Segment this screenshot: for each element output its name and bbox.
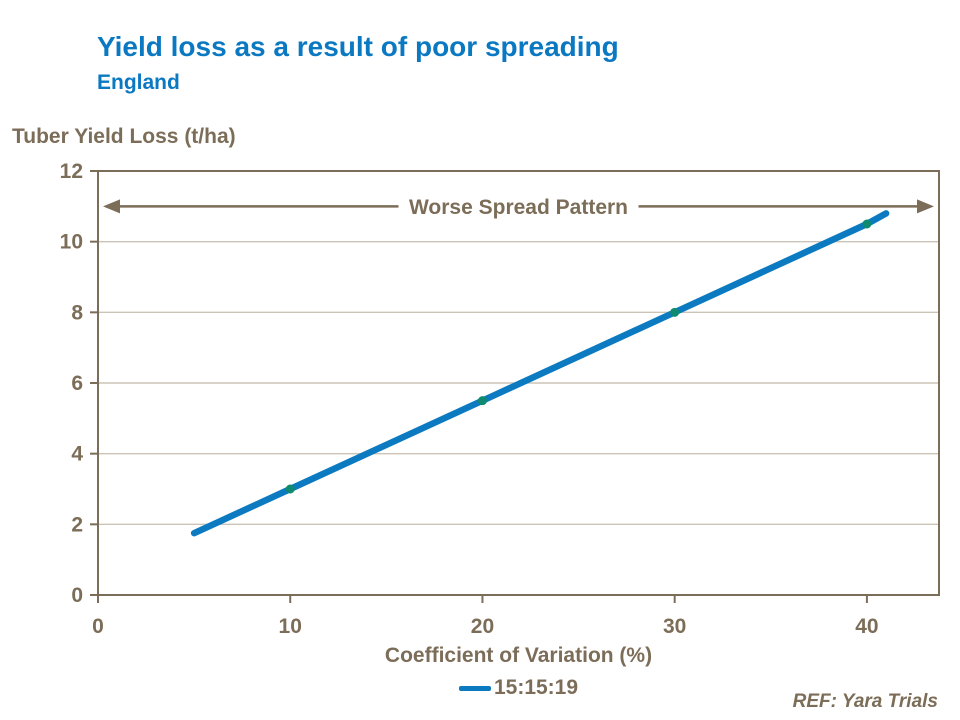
x-tick-label: 40 [855,615,878,638]
x-axis-title: Coefficient of Variation (%) [384,644,653,667]
y-tick-label: 4 [71,443,83,466]
series-line [190,210,890,537]
legend-series-label: 15:15:19 [493,676,579,699]
x-tick-label: 20 [471,615,494,638]
y-tick-label: 2 [71,513,83,536]
data-point-marker [285,484,295,494]
y-tick-label: 8 [71,301,83,324]
chart-title: Yield loss as a result of poor spreading [97,31,619,62]
y-tick-label: 12 [60,160,83,183]
legend: 15:15:19 [98,676,939,700]
y-tick-label: 6 [71,372,83,395]
y-axis-title: Tuber Yield Loss (t/ha) [12,125,236,148]
x-tick-label: 30 [663,615,686,638]
annotation-arrowhead-right [917,199,934,214]
y-tick-label: 0 [71,584,83,607]
data-point-marker [670,307,680,317]
annotation-label: Worse Spread Pattern [409,196,628,219]
annotation-text-bg [398,193,639,220]
reference-note: REF: Yara Trials [792,691,938,712]
legend-line-swatch [458,685,491,691]
x-tick-label: 10 [279,615,302,638]
data-point-marker [477,396,487,406]
data-point-marker [862,219,872,229]
x-tick-label: 0 [92,615,104,638]
chart-subtitle: England [97,71,180,94]
y-tick-label: 10 [60,231,83,254]
annotation-arrowhead-left [103,199,120,214]
